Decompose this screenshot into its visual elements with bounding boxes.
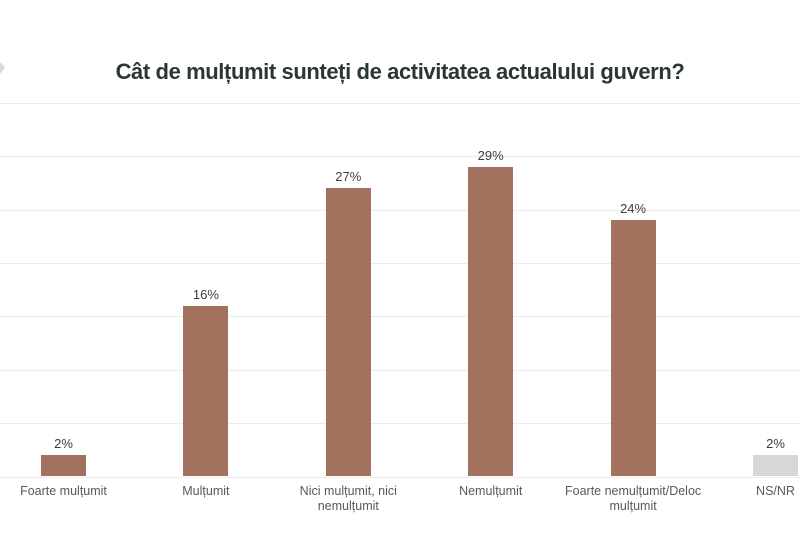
gridline: [0, 423, 800, 425]
category-label: Foarte mulțumit: [20, 484, 107, 498]
gridline: [0, 209, 800, 211]
gridline: [0, 102, 800, 104]
bar-2[interactable]: [325, 188, 371, 477]
gridline: [0, 262, 800, 264]
bar-3[interactable]: [468, 166, 514, 477]
bar-value-label: 2%: [54, 436, 73, 452]
bar-0[interactable]: [41, 455, 86, 477]
bar-4[interactable]: [610, 220, 656, 477]
chart-title: Cât de mulțumit sunteți de activitatea a…: [115, 59, 685, 84]
gridline: [0, 316, 800, 318]
gridline: [0, 476, 800, 478]
bar-value-label: 29%: [477, 147, 504, 163]
bar-value-label: 2%: [766, 436, 785, 452]
category-label: Nemulțumit: [459, 484, 523, 498]
cropped-logo-fragment: [0, 62, 5, 74]
bar-value-label: 27%: [335, 169, 362, 185]
category-label: Foarte nemulțumit/Deloc mulțumit: [565, 484, 702, 513]
gridline: [0, 156, 800, 158]
bar-value-label: 24%: [620, 201, 647, 217]
category-label: NS/NR: [756, 484, 795, 498]
bar-value-label: 16%: [192, 286, 219, 302]
bar-1[interactable]: [183, 305, 229, 477]
category-label: Nici mulțumit, nici nemulțumit: [299, 484, 397, 513]
category-label: Mulțumit: [182, 484, 230, 498]
bar-5[interactable]: [753, 455, 798, 477]
gridline: [0, 369, 800, 371]
